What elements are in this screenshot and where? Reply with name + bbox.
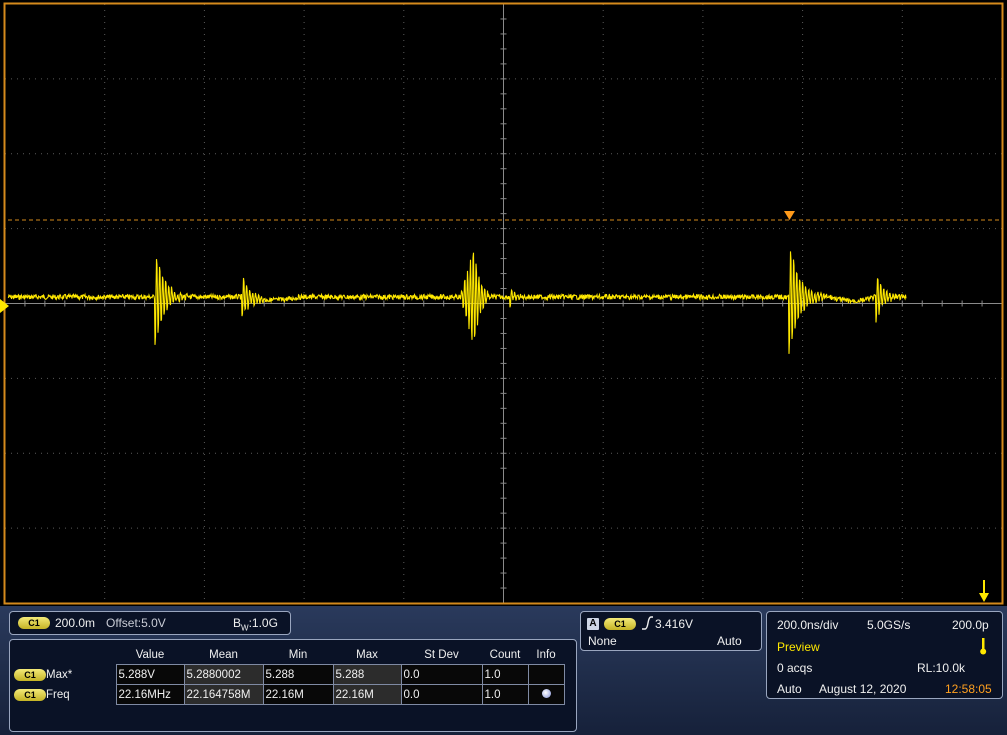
acquisition-time: 12:58:05 (945, 682, 992, 696)
time-resolution: 200.0p (952, 618, 989, 632)
sample-rate: 5.0GS/s (867, 618, 911, 632)
graticule-grid (4, 3, 1002, 603)
measurement-count: 1.0 (481, 684, 529, 705)
acquisition-state: Preview (777, 640, 820, 654)
measurement-min: 5.288 (262, 664, 334, 685)
trigger-panel[interactable]: A C1 3.416V None Auto (580, 611, 762, 651)
col-count: Count (489, 648, 521, 661)
measurements-header-row: Value Mean Min Max St Dev Count Info (14, 645, 564, 665)
measurement-mean: 22.164758M (183, 684, 264, 705)
acquisition-date: August 12, 2020 (819, 682, 907, 696)
waveform-display[interactable] (0, 0, 1007, 606)
measurement-info (527, 664, 565, 685)
col-max: Max (356, 648, 378, 661)
channel-1-badge[interactable]: C1 (18, 617, 50, 629)
bandwidth-label: BW:1.0G (233, 616, 278, 633)
channel-1-waveform (7, 251, 907, 354)
acquisition-panel[interactable]: 200.0ns/div 5.0GS/s 200.0p Preview 0 acq… (766, 611, 1003, 699)
trigger-level: 3.416V (655, 617, 694, 631)
measurement-mean: 5.2880002 (183, 664, 264, 685)
status-bar: C1 200.0m Offset:5.0V BW:1.0G Value Mean… (0, 606, 1007, 735)
measurement-max: 22.16M (332, 684, 402, 705)
table-row[interactable]: C1 Max* 5.288V 5.2880002 5.288 5.288 0.0… (14, 664, 565, 685)
trigger-coupling: None (588, 634, 617, 648)
timebase-scale: 200.0ns/div (777, 618, 839, 632)
measurements-table: Value Mean Min Max St Dev Count Info C1 … (14, 645, 565, 705)
trigger-label: A (587, 618, 599, 630)
trigger-source-badge: C1 (604, 618, 636, 630)
rising-edge-icon (642, 616, 653, 630)
col-stdev: St Dev (424, 648, 459, 661)
measurement-info[interactable] (527, 684, 565, 705)
measurement-name: Max* (46, 668, 73, 681)
channel-1-ground-marker (0, 299, 9, 313)
measurement-stdev: 0.0 (400, 684, 483, 705)
vertical-offset: Offset:5.0V (106, 616, 166, 630)
measurement-max: 5.288 (332, 664, 402, 685)
table-row[interactable]: C1 Freq 22.16MHz 22.164758M 22.16M 22.16… (14, 684, 565, 705)
vertical-scale: 200.0m (55, 616, 96, 630)
end-of-record-marker-icon (979, 580, 989, 602)
measurement-count: 1.0 (481, 664, 529, 685)
acquisition-status-icon (980, 638, 987, 655)
channel-1-badge: C1 (14, 668, 46, 681)
record-length: RL:10.0k (917, 661, 966, 675)
vertical-settings-panel[interactable]: C1 200.0m Offset:5.0V BW:1.0G (9, 611, 291, 635)
channel-1-badge: C1 (14, 688, 46, 701)
measurement-value: 22.16MHz (115, 684, 185, 705)
col-value: Value (135, 648, 165, 661)
trigger-position-marker (784, 211, 795, 220)
measurements-panel[interactable]: Value Mean Min Max St Dev Count Info C1 … (9, 639, 577, 732)
measurement-value: 5.288V (115, 664, 185, 685)
trigger-mode: Auto (717, 634, 742, 648)
col-mean: Mean (209, 648, 238, 661)
measurement-name: Freq (46, 688, 70, 701)
acquisition-count: 0 acqs (777, 661, 813, 675)
measurement-min: 22.16M (262, 684, 334, 705)
graticule-canvas[interactable] (0, 0, 1007, 606)
col-info: Info (536, 648, 556, 661)
run-mode: Auto (777, 682, 802, 696)
measurement-stdev: 0.0 (400, 664, 483, 685)
col-min: Min (288, 648, 308, 661)
info-dot-icon[interactable] (541, 688, 551, 698)
